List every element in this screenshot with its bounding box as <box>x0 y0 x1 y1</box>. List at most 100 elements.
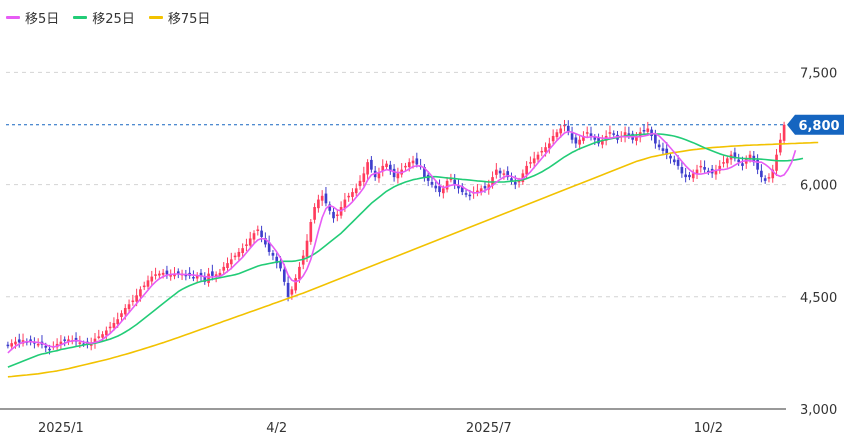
candle-body <box>29 339 32 341</box>
candle-body <box>93 338 97 344</box>
candle-body <box>684 174 687 178</box>
legend-item-ma5[interactable]: 移5日 <box>6 8 59 27</box>
candle-body <box>468 194 472 197</box>
legend-label-ma5: 移5日 <box>25 12 60 27</box>
candle-body <box>778 139 782 153</box>
candle-body <box>123 308 127 315</box>
candle-body <box>192 276 195 279</box>
candle-body <box>184 274 188 277</box>
candle-body <box>457 185 460 189</box>
candle-body <box>78 342 82 344</box>
candle-body <box>120 313 123 317</box>
candle-body <box>650 129 653 136</box>
candle-body <box>423 167 426 178</box>
candle-body <box>657 144 661 148</box>
current-price-marker: 6,800 <box>6 114 844 135</box>
candle-body <box>158 273 161 276</box>
y-tick-label: 7,500 <box>800 66 837 81</box>
candle-body <box>688 174 691 178</box>
candle-body <box>317 199 320 209</box>
candle-body <box>756 159 759 170</box>
candle-body <box>146 280 150 287</box>
candle-body <box>665 148 669 155</box>
candle-body <box>199 272 203 276</box>
candle-body <box>551 135 555 142</box>
candle-body <box>559 128 563 134</box>
legend-item-ma75[interactable]: 移75日 <box>148 8 211 27</box>
candle-body <box>612 133 616 135</box>
y-tick-label: 6,000 <box>800 179 837 194</box>
candle-body <box>354 188 358 194</box>
candle-body <box>548 143 551 149</box>
candle-body <box>127 304 131 310</box>
candle-body <box>525 165 528 175</box>
candle-body <box>725 158 729 164</box>
candle-body <box>635 135 638 141</box>
candle-body <box>267 242 271 252</box>
candle-body <box>370 159 373 170</box>
candle-body <box>101 334 104 338</box>
candle-body <box>161 272 165 275</box>
candle-body <box>544 147 547 153</box>
candle-body <box>305 240 309 257</box>
candle-body <box>112 322 116 328</box>
candle-body <box>529 162 532 164</box>
candle-body <box>245 244 248 246</box>
candle-body <box>248 238 252 246</box>
candle-body <box>150 276 154 282</box>
candle-body <box>404 165 407 168</box>
candle-body <box>661 148 665 151</box>
candle-body <box>589 133 593 136</box>
candle-body <box>495 169 498 175</box>
candle-body <box>211 271 214 276</box>
candle-body <box>396 173 400 179</box>
candle-body <box>593 137 597 140</box>
candle-body <box>442 188 445 194</box>
candle-body <box>782 124 786 141</box>
y-tick-label: 3,000 <box>800 403 837 418</box>
x-axis-ticks: 2025/1 4/2 2025/7 10/2 <box>38 421 723 436</box>
candle-body <box>695 169 699 175</box>
candle-body <box>335 214 339 217</box>
candle-body <box>173 273 176 277</box>
candle-body <box>680 167 684 174</box>
candle-body <box>169 275 173 277</box>
candle-body <box>722 162 725 164</box>
y-tick-label: 4,500 <box>800 291 837 306</box>
candle-body <box>718 165 722 171</box>
legend-item-ma25[interactable]: 移25日 <box>73 8 135 27</box>
candle-body <box>252 233 256 240</box>
candle-body <box>36 343 40 346</box>
candle-body <box>131 300 135 303</box>
current-price-label: 6,800 <box>798 119 839 134</box>
candle-body <box>771 169 775 179</box>
candle-body <box>324 193 328 204</box>
candle-body <box>654 133 657 144</box>
candle-body <box>313 207 316 220</box>
legend-label-ma75: 移75日 <box>167 12 211 27</box>
candle-body <box>487 184 491 190</box>
candle-body <box>222 266 226 271</box>
candle-body <box>502 173 506 175</box>
x-tick-label: 4/2 <box>266 421 287 436</box>
candle-body <box>237 251 241 257</box>
candle-body <box>601 139 604 145</box>
moving-average-lines <box>7 130 819 378</box>
candle-body <box>699 165 703 168</box>
candle-body <box>464 193 468 195</box>
candle-body <box>582 135 585 141</box>
candle-body <box>748 154 752 160</box>
candle-body <box>513 181 517 185</box>
candle-body <box>570 133 574 140</box>
candle-body <box>453 179 457 185</box>
candle-body <box>669 155 672 159</box>
candle-body <box>434 185 438 189</box>
candle-body <box>691 173 695 179</box>
candle-body <box>218 272 222 276</box>
candle-body <box>207 273 210 283</box>
candle-body <box>536 154 540 160</box>
candle-body <box>741 163 744 166</box>
candle-body <box>483 186 487 189</box>
candle-body <box>264 238 267 245</box>
